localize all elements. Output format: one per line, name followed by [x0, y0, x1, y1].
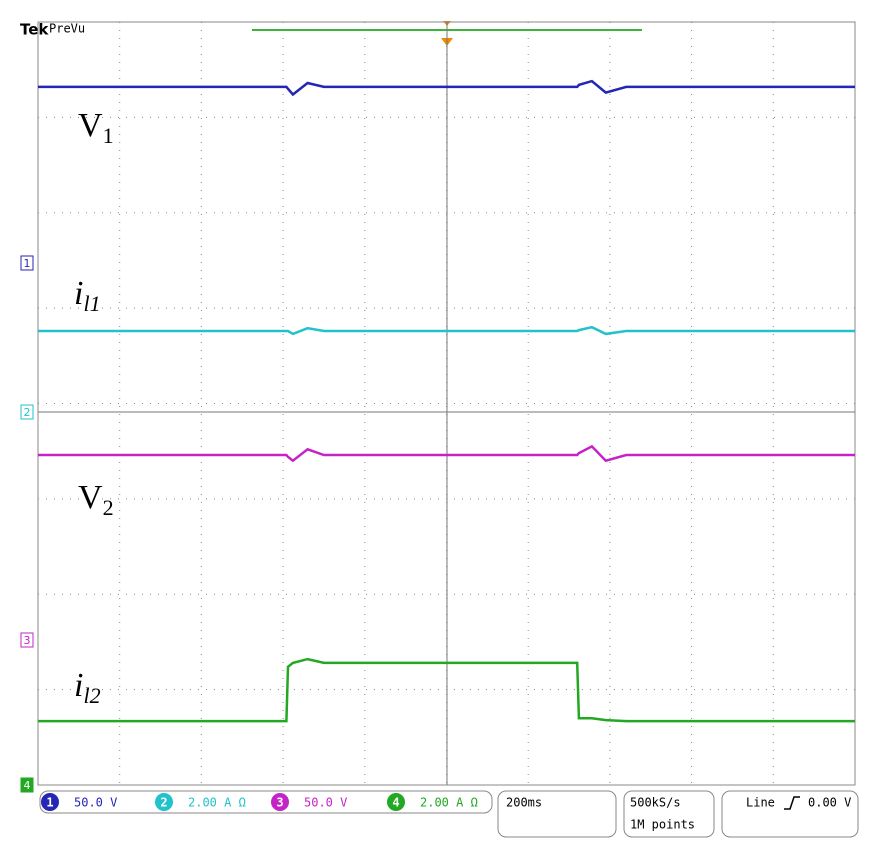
- channel-marker-box: [20, 632, 34, 648]
- channel-setting: 50.0 V: [304, 796, 347, 810]
- channel-status-box: [39, 790, 493, 814]
- trace-label-main: i: [74, 275, 83, 312]
- channel-marker-box: [20, 404, 34, 420]
- timebase: 200ms: [506, 796, 542, 810]
- timebase-box: [497, 790, 617, 838]
- trace-label: il1: [74, 275, 101, 316]
- channel-badge-bg: [387, 793, 405, 811]
- acq-box: [623, 790, 715, 838]
- waveform: [38, 444, 855, 463]
- trace-label-main: V: [78, 479, 103, 516]
- trace-label-sub: 1: [103, 123, 114, 148]
- channel-badge-bg: [271, 793, 289, 811]
- trace-label-main: V: [78, 107, 103, 144]
- channel-badge: 3: [276, 796, 283, 810]
- channel-setting: 2.00 A Ω: [188, 796, 246, 810]
- trigger-slope: [784, 796, 800, 810]
- waveform: [38, 325, 855, 336]
- channel-setting: 50.0 V: [74, 796, 117, 810]
- channel-marker: 3: [24, 634, 31, 647]
- sample-rate: 500kS/s: [630, 796, 681, 810]
- trace-label-sub: 2: [103, 495, 114, 520]
- brand: Tek: [20, 21, 49, 39]
- channel-badge: 1: [46, 796, 53, 810]
- trace-label-sub: l1: [83, 291, 100, 316]
- channel-badge: 4: [392, 796, 399, 810]
- trace-label: V2: [78, 479, 114, 520]
- waveform: [38, 657, 855, 723]
- channel-marker: 2: [24, 406, 31, 419]
- channel-badge: 2: [160, 796, 167, 810]
- trace-label: V1: [78, 107, 114, 148]
- trigger-source: Line: [746, 796, 775, 810]
- channel-marker: 4: [24, 779, 31, 792]
- channel-badge-bg: [155, 793, 173, 811]
- channel-marker: 1: [24, 257, 31, 270]
- channel-marker-box: [20, 255, 34, 271]
- mode: PreVu: [49, 22, 85, 36]
- channel-setting: 2.00 A Ω: [420, 796, 478, 810]
- channel-badge-bg: [41, 793, 59, 811]
- trigger-box: [721, 790, 859, 838]
- record-length: 1M points: [630, 818, 695, 832]
- trace-label-sub: l2: [83, 683, 100, 708]
- trace-label-main: i: [74, 667, 83, 704]
- trace-label: il2: [74, 667, 101, 708]
- channel-marker-box: [20, 777, 34, 793]
- trigger-level: 0.00 V: [808, 796, 851, 810]
- waveform: [38, 79, 855, 97]
